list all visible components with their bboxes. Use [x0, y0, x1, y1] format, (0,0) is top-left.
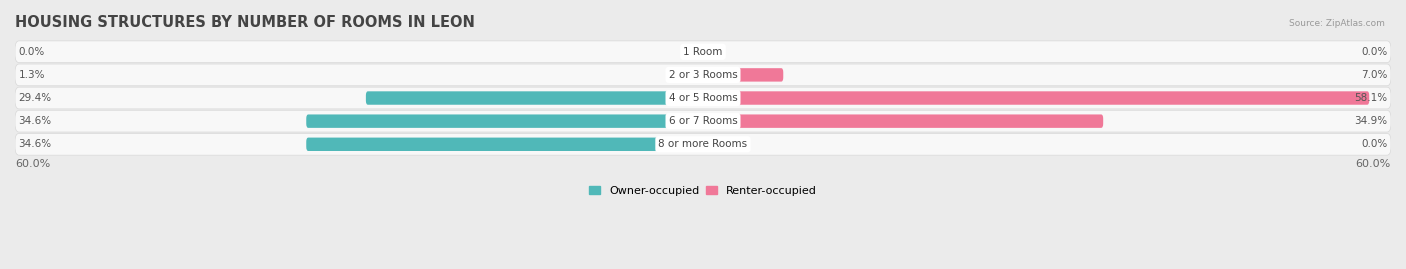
FancyBboxPatch shape: [703, 137, 720, 151]
FancyBboxPatch shape: [15, 41, 1391, 63]
Text: Source: ZipAtlas.com: Source: ZipAtlas.com: [1289, 19, 1385, 28]
FancyBboxPatch shape: [307, 114, 703, 128]
FancyBboxPatch shape: [686, 68, 703, 82]
FancyBboxPatch shape: [15, 87, 1391, 109]
FancyBboxPatch shape: [307, 137, 703, 151]
FancyBboxPatch shape: [15, 110, 1391, 132]
Text: HOUSING STRUCTURES BY NUMBER OF ROOMS IN LEON: HOUSING STRUCTURES BY NUMBER OF ROOMS IN…: [15, 15, 475, 30]
FancyBboxPatch shape: [703, 114, 1104, 128]
FancyBboxPatch shape: [703, 91, 1369, 105]
Text: 60.0%: 60.0%: [1355, 159, 1391, 169]
FancyBboxPatch shape: [686, 45, 703, 58]
Text: 6 or 7 Rooms: 6 or 7 Rooms: [669, 116, 737, 126]
Text: 34.6%: 34.6%: [18, 139, 52, 149]
Text: 8 or more Rooms: 8 or more Rooms: [658, 139, 748, 149]
Text: 60.0%: 60.0%: [15, 159, 51, 169]
Text: 0.0%: 0.0%: [18, 47, 45, 57]
FancyBboxPatch shape: [15, 64, 1391, 86]
Text: 34.9%: 34.9%: [1354, 116, 1388, 126]
FancyBboxPatch shape: [703, 45, 720, 58]
Legend: Owner-occupied, Renter-occupied: Owner-occupied, Renter-occupied: [585, 181, 821, 200]
Text: 2 or 3 Rooms: 2 or 3 Rooms: [669, 70, 737, 80]
Text: 1 Room: 1 Room: [683, 47, 723, 57]
FancyBboxPatch shape: [703, 68, 783, 82]
FancyBboxPatch shape: [366, 91, 703, 105]
Text: 7.0%: 7.0%: [1361, 70, 1388, 80]
Text: 29.4%: 29.4%: [18, 93, 52, 103]
FancyBboxPatch shape: [15, 133, 1391, 155]
Text: 0.0%: 0.0%: [1361, 139, 1388, 149]
Text: 34.6%: 34.6%: [18, 116, 52, 126]
Text: 1.3%: 1.3%: [18, 70, 45, 80]
Text: 4 or 5 Rooms: 4 or 5 Rooms: [669, 93, 737, 103]
Text: 58.1%: 58.1%: [1354, 93, 1388, 103]
Text: 0.0%: 0.0%: [1361, 47, 1388, 57]
